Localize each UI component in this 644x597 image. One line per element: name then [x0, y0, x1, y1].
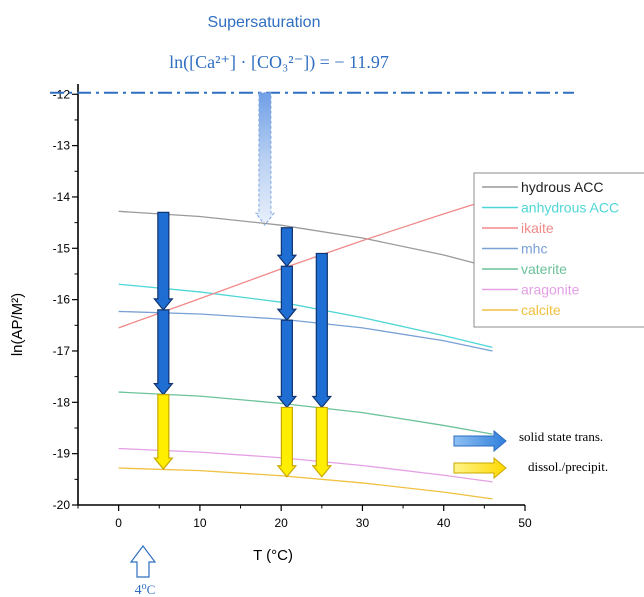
y-axis-title: ln(AP/M²): [9, 293, 26, 356]
y-tick-label: -14: [53, 190, 71, 204]
legend-label: ikaite: [521, 220, 554, 236]
legend-label: calcite: [521, 302, 561, 318]
supersaturation-arrow-icon: [254, 92, 275, 227]
arrow-legend-yellow-swatch: [453, 456, 507, 480]
arrow-legend-blue-swatch: [453, 429, 507, 453]
series-line-calcite: [118, 467, 493, 500]
supersaturation-equation: ln([Ca²⁺] · [CO₃²⁻]) = − 11.97: [169, 52, 389, 73]
x-tick-label: 10: [193, 516, 207, 530]
solid-state-arrow-icon: [276, 265, 298, 322]
legend-label: anhydrous ACC: [521, 200, 619, 216]
legend-label: aragonite: [521, 282, 580, 298]
legend-label: hydrous ACC: [521, 179, 603, 195]
arrow-legend-dissolution-label: dissol./precipit.: [528, 459, 608, 474]
series-line-anhydrous-acc: [118, 283, 493, 349]
dissolution-arrow-icon: [276, 406, 298, 478]
temperature-marker-unit: C: [147, 582, 156, 597]
y-tick-label: -17: [53, 344, 71, 358]
legend-box: [473, 172, 644, 328]
arrow-legend: solid state trans. dissol./precipit.: [453, 429, 608, 480]
x-axis-title: T (°C): [253, 547, 293, 564]
legend: hydrous ACC anhydrous ACC ikaite mhc vaterit…: [473, 172, 644, 328]
y-tick-label: -13: [53, 139, 71, 153]
supersaturation-heading: Supersaturation: [208, 14, 321, 31]
y-tick-label: -20: [53, 498, 71, 512]
x-tick-label: 30: [356, 516, 370, 530]
temperature-marker-degree: o: [142, 581, 147, 592]
y-tick-label: -19: [53, 447, 71, 461]
series-line-aragonite: [118, 447, 493, 483]
legend-label: mhc: [521, 241, 547, 257]
arrow-legend-solid-state-label: solid state trans.: [519, 429, 603, 444]
solid-state-arrow-icon: [311, 252, 333, 409]
solid-state-arrow-icon: [276, 319, 298, 409]
dissolution-arrow-icon: [311, 406, 333, 478]
x-tick-label: 20: [275, 516, 289, 530]
y-tick-label: -12: [53, 87, 71, 101]
y-tick-label: -18: [53, 395, 71, 409]
series-line-mhc: [118, 310, 493, 352]
x-tick-label: 40: [437, 516, 451, 530]
solid-state-arrow-icon: [153, 211, 174, 311]
x-tick-label: 50: [518, 516, 532, 530]
dissolution-arrow-icon: [153, 394, 174, 471]
series-line-hydrous-acc: [118, 210, 493, 269]
legend-label: vaterite: [521, 261, 567, 277]
temperature-marker-label: 4oC: [135, 581, 156, 597]
y-tick-label: -15: [53, 241, 71, 255]
solid-state-arrow-icon: [276, 227, 298, 268]
solid-state-arrow-icon: [153, 309, 174, 396]
x-tick-label: 0: [115, 516, 122, 530]
series-line-vaterite: [118, 391, 493, 435]
y-tick-label: -16: [53, 293, 71, 307]
series-line-ikaite: [118, 197, 493, 329]
temperature-marker: 4oC: [129, 545, 157, 597]
temperature-up-arrow-icon: [129, 545, 157, 578]
